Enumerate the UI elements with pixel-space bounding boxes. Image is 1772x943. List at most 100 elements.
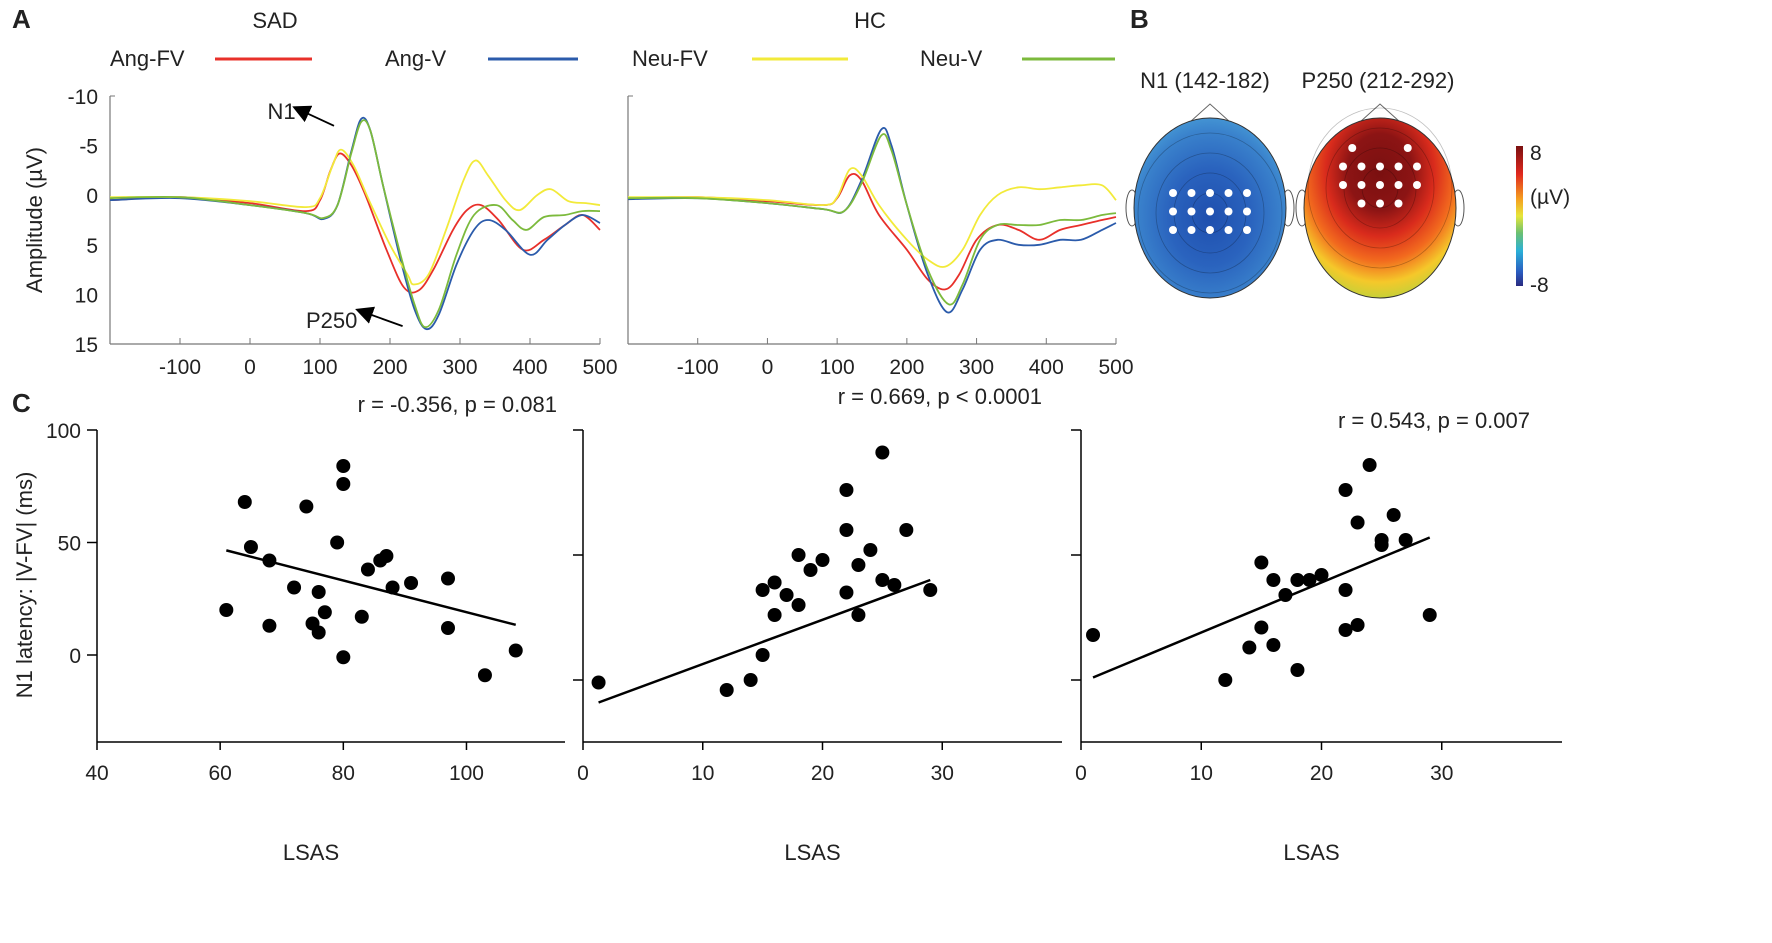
- erp-chart-hc: -100 0 100 200 300 400 500: [627, 95, 1134, 379]
- topomaps: N1 (142-182) P250 (212-292) 8 (µV) -8: [1125, 68, 1570, 299]
- scatter-point: [311, 585, 326, 599]
- scatter-point: [477, 668, 492, 683]
- scatter-point: [851, 558, 866, 572]
- scatter-point: [441, 571, 455, 586]
- erp-line-ang-v: [109, 116, 601, 331]
- scatter-point: [1398, 533, 1413, 547]
- panel-label-b: B: [1130, 4, 1149, 34]
- electrode-marker: [1403, 144, 1412, 152]
- scatter-point: [243, 540, 258, 554]
- electrode-marker: [1357, 199, 1366, 208]
- scatter-point: [1254, 620, 1269, 635]
- scatter-point: [791, 598, 806, 612]
- scatter-chart-sad: 100 50 0 40 60 80 100 LSAS r = -0.356, p = 0.081: [46, 392, 565, 865]
- scatter-point: [1302, 573, 1317, 587]
- electrode-marker: [1348, 144, 1357, 152]
- y-tick-label: 100: [46, 420, 81, 443]
- scatter-point: [1278, 588, 1293, 602]
- x-tick-label: 0: [762, 356, 774, 379]
- x-tick-label: 0: [244, 356, 256, 379]
- erp-line-neu-fv: [627, 167, 1117, 268]
- x-tick-label: 0: [577, 762, 589, 785]
- scatter-point: [1290, 573, 1305, 587]
- x-tick-label: 200: [889, 356, 924, 379]
- x-tick-label: 40: [85, 762, 108, 785]
- scatter-point: [1350, 515, 1365, 530]
- x-tick-label: 10: [1190, 762, 1213, 785]
- erp-line-neu-v: [109, 119, 601, 329]
- colorbar-min: -8: [1530, 274, 1549, 297]
- y-tick-label: 0: [86, 185, 98, 208]
- scatter-point: [336, 650, 351, 665]
- scatter-point: [1338, 623, 1353, 637]
- scatter-point: [1290, 663, 1305, 677]
- electrode-marker: [1224, 226, 1233, 234]
- x-tick-label: 80: [332, 762, 355, 785]
- y-tick-label: 10: [75, 284, 98, 307]
- scatter-point: [354, 609, 369, 624]
- electrode-marker: [1413, 162, 1421, 171]
- annotation-arrow: [355, 306, 403, 327]
- scatter-point: [1362, 458, 1377, 472]
- x-tick-label: 500: [582, 356, 617, 379]
- scatter-point: [755, 583, 770, 597]
- annotation-n1: N1: [268, 99, 296, 124]
- x-tick-label: 300: [959, 356, 994, 379]
- scatter-point: [385, 580, 400, 595]
- correlation-annotation: r = 0.543, p = 0.007: [1338, 408, 1530, 433]
- x-tick-label: 0: [1075, 762, 1087, 785]
- scatter-point: [1086, 628, 1101, 642]
- scatter-point: [317, 605, 332, 620]
- scatter-point: [1374, 538, 1389, 552]
- erp-line-neu-v: [627, 133, 1117, 306]
- scatter-point: [1350, 618, 1365, 632]
- legend-label: Ang-FV: [110, 46, 185, 71]
- electrode-marker: [1394, 199, 1403, 208]
- x-tick-label: 400: [1029, 356, 1064, 379]
- panel-label-a: A: [12, 4, 31, 34]
- scatter-point: [839, 523, 854, 537]
- scatter-point: [1422, 608, 1437, 622]
- regression-line: [598, 578, 931, 704]
- legend: Ang-FV Ang-V Neu-FV Neu-V: [110, 46, 1115, 71]
- sad-title: SAD: [252, 8, 297, 33]
- electrode-marker: [1169, 226, 1177, 234]
- electrode-marker: [1376, 181, 1384, 189]
- scatter-point: [791, 548, 806, 562]
- electrode-marker: [1224, 189, 1233, 197]
- x-tick-label: 100: [449, 762, 484, 785]
- scatter-point: [875, 445, 890, 460]
- electrode-marker: [1376, 199, 1384, 208]
- annotation-arrow: [292, 105, 335, 127]
- electrode-marker: [1394, 181, 1403, 189]
- x-tick-label: 100: [302, 356, 337, 379]
- erp-y-axis-label: Amplitude (µV): [22, 147, 47, 293]
- x-axis-label: LSAS: [283, 840, 339, 865]
- colorbar: [1516, 146, 1523, 286]
- legend-label: Ang-V: [385, 46, 446, 71]
- scatter-point: [237, 495, 252, 509]
- scatter-point: [379, 549, 394, 563]
- x-axis-label: LSAS: [1283, 840, 1339, 865]
- x-tick-label: -100: [159, 356, 201, 379]
- scatter-y-axis-label: N1 latency: |V-FV| (ms): [12, 472, 37, 699]
- electrode-marker: [1206, 226, 1214, 234]
- scatter-point: [591, 675, 606, 690]
- electrode-marker: [1243, 207, 1251, 216]
- electrode-marker: [1187, 207, 1196, 216]
- correlation-annotation: r = -0.356, p = 0.081: [358, 392, 557, 417]
- scatter-point: [839, 483, 854, 497]
- nose-icon: [1359, 103, 1401, 123]
- x-tick-label: 20: [1310, 762, 1333, 785]
- y-tick-label: 50: [58, 533, 81, 556]
- scatter-point: [899, 523, 914, 537]
- hc-title: HC: [854, 8, 886, 33]
- contour-line: [1155, 152, 1265, 274]
- legend-label: Neu-V: [920, 46, 983, 71]
- y-tick-label: 0: [69, 645, 81, 668]
- correlation-annotation: r = 0.669, p < 0.0001: [838, 384, 1042, 409]
- topomap-title-n1: N1 (142-182): [1140, 68, 1270, 93]
- erp-chart-sad: -100 0 100 200 300 400 500 -10 -5 0 5 10 15 N1 P250: [68, 86, 618, 379]
- contour-line: [1325, 127, 1435, 249]
